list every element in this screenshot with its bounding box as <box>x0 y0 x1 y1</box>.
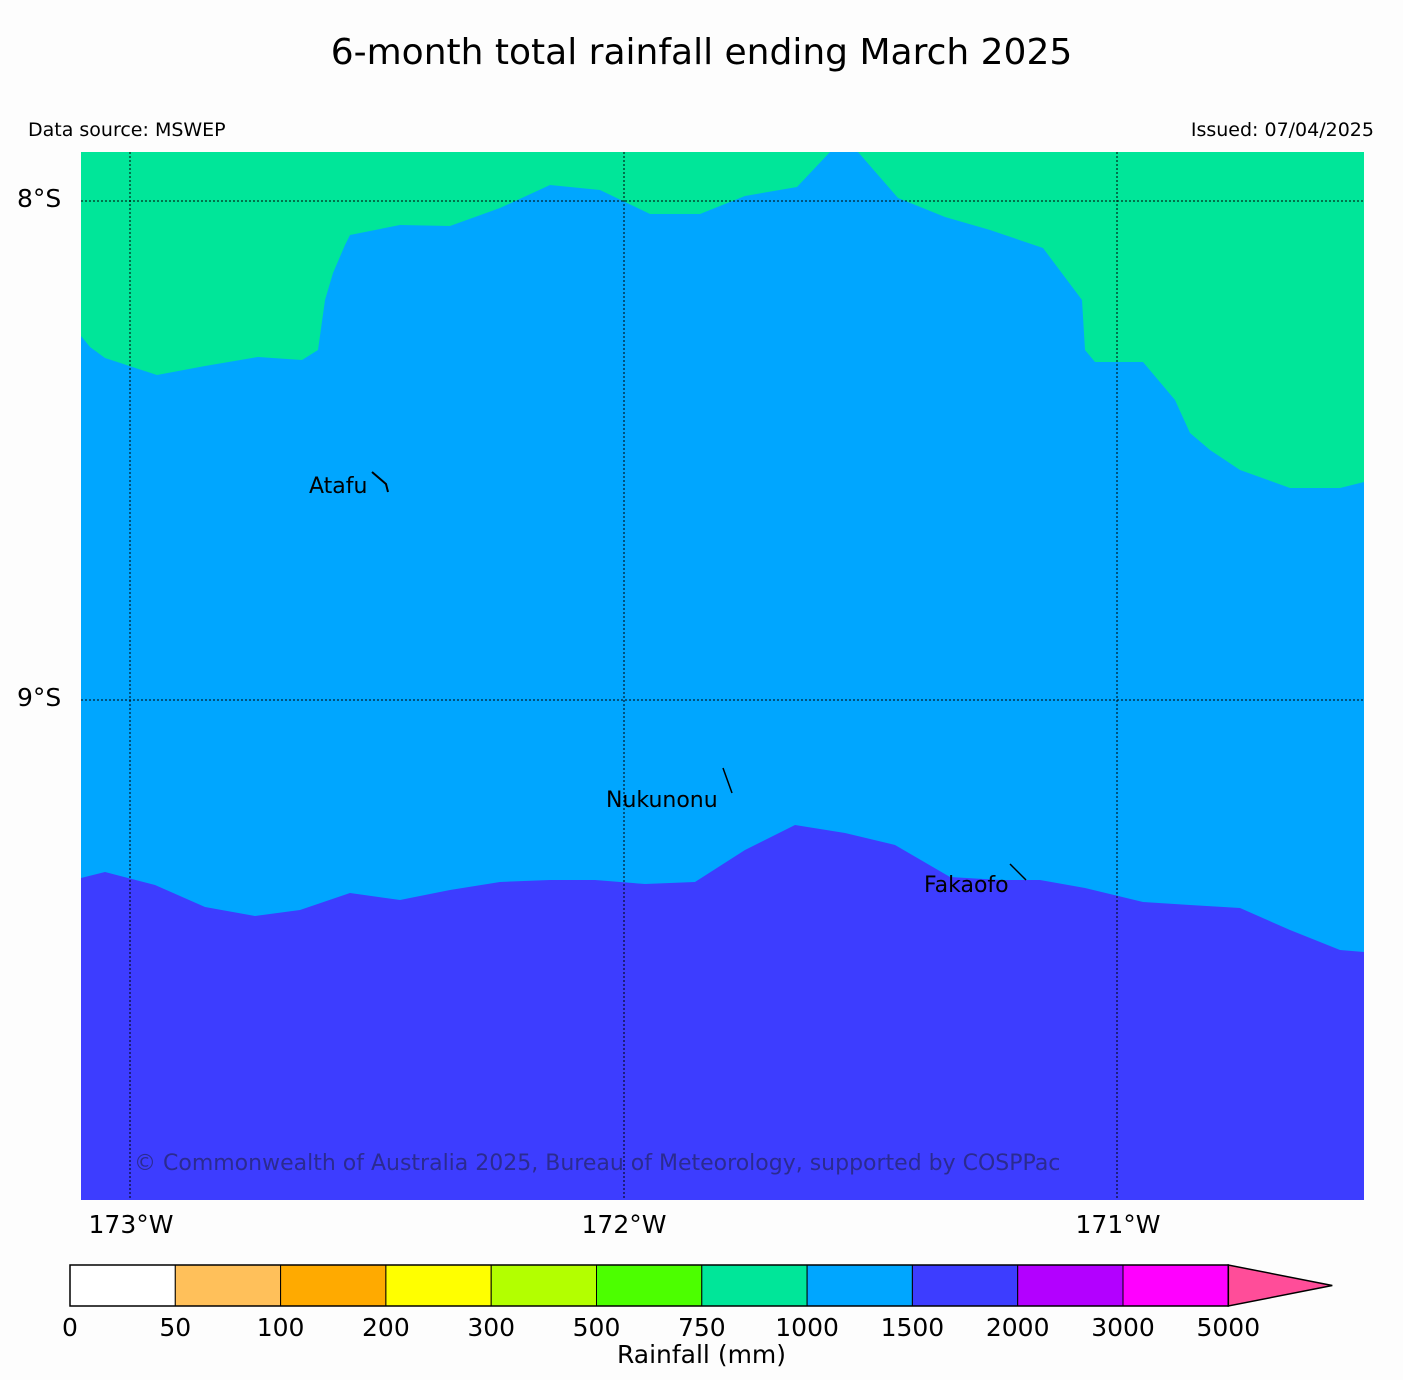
colorbar-tick-label: 500 <box>572 1313 621 1342</box>
zone-750-1000-east <box>858 152 1364 488</box>
issued-date-label: Issued: 07/04/2025 <box>1190 119 1374 141</box>
colorbar-swatch-6 <box>701 1264 808 1307</box>
place-label-nukunonu: Nukunonu <box>606 788 718 813</box>
copyright-notice: © Commonwealth of Australia 2025, Bureau… <box>134 1151 1061 1176</box>
fakaofo-atoll-outline <box>1009 863 1027 881</box>
colorbar-swatch-1 <box>174 1264 282 1307</box>
place-label-fakaofo: Fakaofo <box>924 873 1009 898</box>
colorbar-swatch-9 <box>1017 1264 1124 1307</box>
colorbar-tick-label: 2000 <box>985 1313 1050 1342</box>
zone-1000-1500 <box>81 152 1364 952</box>
colorbar-swatch-3 <box>385 1264 492 1307</box>
colorbar-tick-label: 50 <box>159 1313 192 1342</box>
colorbar-tick-label: 3000 <box>1091 1313 1155 1342</box>
map-title: 6-month total rainfall ending March 2025 <box>330 32 1073 73</box>
nukunonu-atoll-outline <box>722 767 733 794</box>
colorbar-swatch-8 <box>911 1264 1019 1307</box>
colorbar-swatch-5 <box>596 1264 703 1307</box>
atafu-atoll-outline <box>371 471 389 493</box>
lon-label-172w: 172°W <box>581 1210 667 1239</box>
colorbar-tick-label: 5000 <box>1196 1313 1261 1342</box>
colorbar-tick-label: 300 <box>467 1313 516 1342</box>
colorbar-swatch-2 <box>280 1264 387 1307</box>
colorbar-outline <box>69 1264 1230 1307</box>
colorbar-tick-label: 1500 <box>880 1313 945 1342</box>
colorbar-tick-label: 1000 <box>775 1313 839 1342</box>
lat-label-9s: 9°S <box>17 683 62 712</box>
zone-750-1000-north <box>81 152 830 375</box>
colorbar-swatch-7 <box>806 1264 913 1307</box>
colorbar-swatch-10 <box>1122 1264 1229 1307</box>
graticule <box>81 152 1364 1200</box>
data-source-label: Data source: MSWEP <box>28 119 226 141</box>
place-label-atafu: Atafu <box>309 474 368 499</box>
lon-label-171w: 171°W <box>1075 1210 1161 1239</box>
colorbar-tick-label: 100 <box>256 1313 305 1342</box>
colorbar-swatch-0 <box>69 1264 176 1307</box>
colorbar-title: Rainfall (mm) <box>616 1340 787 1369</box>
colorbar-tick-label: 750 <box>677 1313 726 1342</box>
colorbar-tick-label: 200 <box>362 1313 410 1342</box>
colorbar-swatch-4 <box>490 1264 598 1307</box>
colorbar-extend-arrow <box>1227 1264 1333 1307</box>
lat-label-8s: 8°S <box>17 184 62 213</box>
colorbar-tick-label: 0 <box>62 1313 78 1342</box>
lon-label-173w: 173°W <box>88 1210 174 1239</box>
colorbar <box>69 1264 1333 1307</box>
